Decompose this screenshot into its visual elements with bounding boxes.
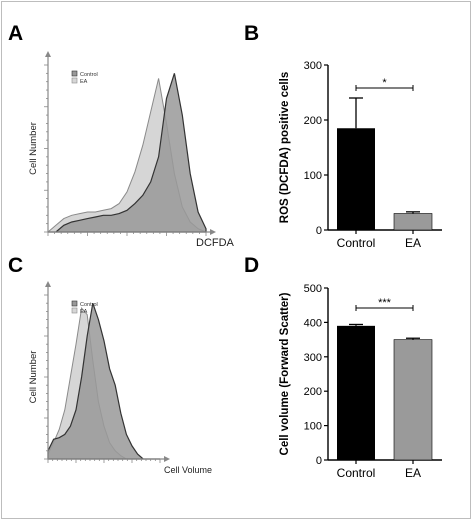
panel-letter-d: D: [244, 254, 259, 277]
x-axis-arrow: [210, 229, 216, 235]
y-tick-label: 200: [304, 386, 322, 398]
bar-control: [337, 325, 375, 460]
y-tick-label: 100: [304, 170, 322, 182]
legend-swatch-ea: [71, 77, 78, 84]
y-axis-label: Cell Number: [28, 351, 39, 404]
bar-panel-d: 0 100 200 300 400 500 Control EA *** Cell volume …: [279, 283, 442, 480]
y-tick-label: 300: [304, 60, 322, 72]
panel-letter-a: A: [8, 22, 23, 45]
x-tick-label-ea: EA: [405, 466, 421, 480]
y-tick-label: 0: [316, 225, 322, 237]
significance-marker: ***: [378, 297, 392, 309]
legend-swatch-control: [71, 70, 78, 77]
bar-control: [337, 128, 375, 230]
bar-ea: [393, 213, 433, 231]
y-tick-label: 0: [316, 455, 322, 467]
y-axis-label: Cell volume (Forward Scatter): [279, 292, 291, 455]
x-tick-label-ea: EA: [405, 236, 421, 250]
y-axis-arrow: [45, 51, 51, 57]
significance-marker: *: [382, 77, 387, 89]
y-tick-label: 400: [304, 317, 322, 329]
panel-letter-c: C: [8, 254, 23, 277]
histogram-area-control: [47, 303, 160, 460]
legend-swatch-control: [71, 300, 78, 307]
y-tick-label: 300: [304, 352, 322, 364]
y-tick-label: 200: [304, 115, 322, 127]
y-axis-label: ROS (DCFDA) positive cells: [279, 72, 291, 223]
legend-label-ea: EA: [80, 309, 88, 315]
bar-ea: [393, 339, 433, 461]
legend-label-control: Control: [80, 302, 98, 308]
x-tick-label-control: Control: [337, 466, 376, 480]
y-tick-label: 500: [304, 283, 322, 295]
bar-panel-b: 0 100 200 300 Control EA * ROS (DCFDA) positive…: [279, 60, 442, 250]
histogram-area-control: [48, 73, 207, 233]
x-axis-label: Cell Volume: [164, 465, 212, 475]
y-axis-label: Cell Number: [28, 122, 39, 175]
legend-swatch-ea: [71, 307, 78, 314]
panel-letter-b: B: [244, 22, 259, 45]
legend-label-ea: EA: [80, 79, 88, 85]
x-axis-label: DCFDA: [196, 237, 235, 249]
x-tick-label-control: Control: [337, 236, 376, 250]
y-axis-arrow: [45, 281, 51, 287]
legend-label-control: Control: [80, 72, 98, 78]
y-tick-label: 100: [304, 421, 322, 433]
x-axis-arrow: [164, 456, 170, 462]
